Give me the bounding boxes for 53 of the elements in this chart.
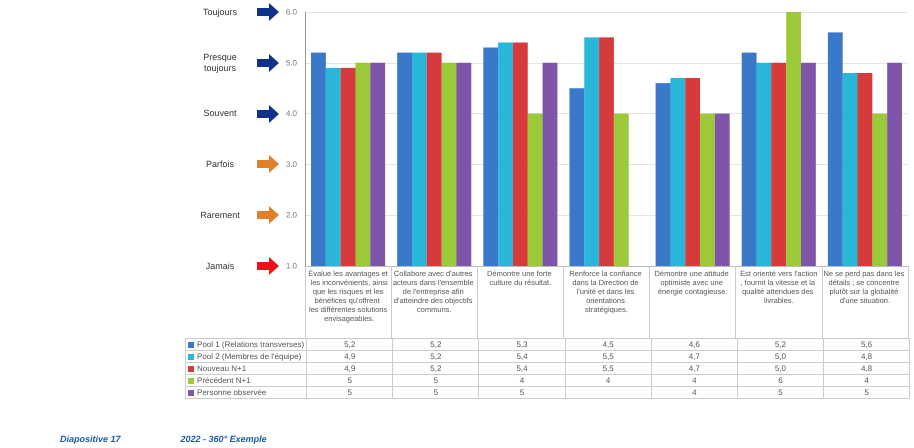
text: Diapositive 17 [60,434,121,444]
data-label: 4,5 [565,338,652,350]
legend-label: Pool 1 (Relations transverses) [186,338,307,350]
data-label: 5 [824,386,910,398]
data-label: 5,6 [824,338,910,350]
legend-label: Pool 2 (Membres de l'équipe) [186,350,307,362]
data-label: 4,8 [824,350,910,362]
y-tick-label: 2.0 [286,210,298,220]
data-label: 6 [737,374,824,386]
text: 2022 - 360° Exemple [180,434,267,444]
y-tick-label: 4.0 [286,109,298,118]
data-label: 5 [478,386,566,398]
data-label: 5,5 [565,350,652,362]
data-label: 5,2 [306,338,393,350]
text: Jamais [204,260,236,272]
y-tick-label: 3.0 [286,160,298,169]
data-label: 4 [651,374,738,386]
data-label: 4 [478,374,566,386]
data-label: 5 [392,386,479,398]
legend-label: Personne observée [186,386,307,398]
data-label: 5,2 [392,338,479,350]
text: Parfois [204,158,235,171]
text: Rarement [199,208,241,222]
data-label: 4 [824,374,910,386]
y-tick-label: 5.0 [286,58,298,68]
data-label: 5,3 [478,338,566,350]
legend-label: Précédent N+1 [186,374,307,386]
data-label: 4,7 [651,362,738,374]
data-label: 4,7 [651,350,738,362]
data-label: 5,2 [392,362,479,374]
y-tick-label: 1.0 [286,262,298,270]
data-label: 5,4 [478,362,566,374]
data-label: 5,0 [737,350,824,362]
data-label: 4,9 [306,350,393,362]
text: Toujours [202,6,238,19]
text: Souvent [202,107,238,120]
data-label: 4,9 [306,362,393,374]
data-label: 4,8 [824,362,910,374]
data-label: 5,2 [737,338,824,350]
data-label: 4,6 [651,338,738,350]
legend-label: Nouveau N+1 [186,362,307,374]
data-label: 5,0 [737,362,824,374]
data-label: 4 [651,386,738,398]
text: Presque toujours [202,52,238,74]
y-tick-label: 6.0 [286,8,298,16]
data-label: 5 [737,386,824,398]
data-label: 5 [306,386,393,398]
data-label: 5 [392,374,479,386]
data-label: 4 [565,374,652,386]
data-label: 5 [306,374,393,386]
data-label: 5,2 [392,350,479,362]
data-label: 5,5 [565,362,652,374]
data-label: 5,4 [478,350,566,362]
